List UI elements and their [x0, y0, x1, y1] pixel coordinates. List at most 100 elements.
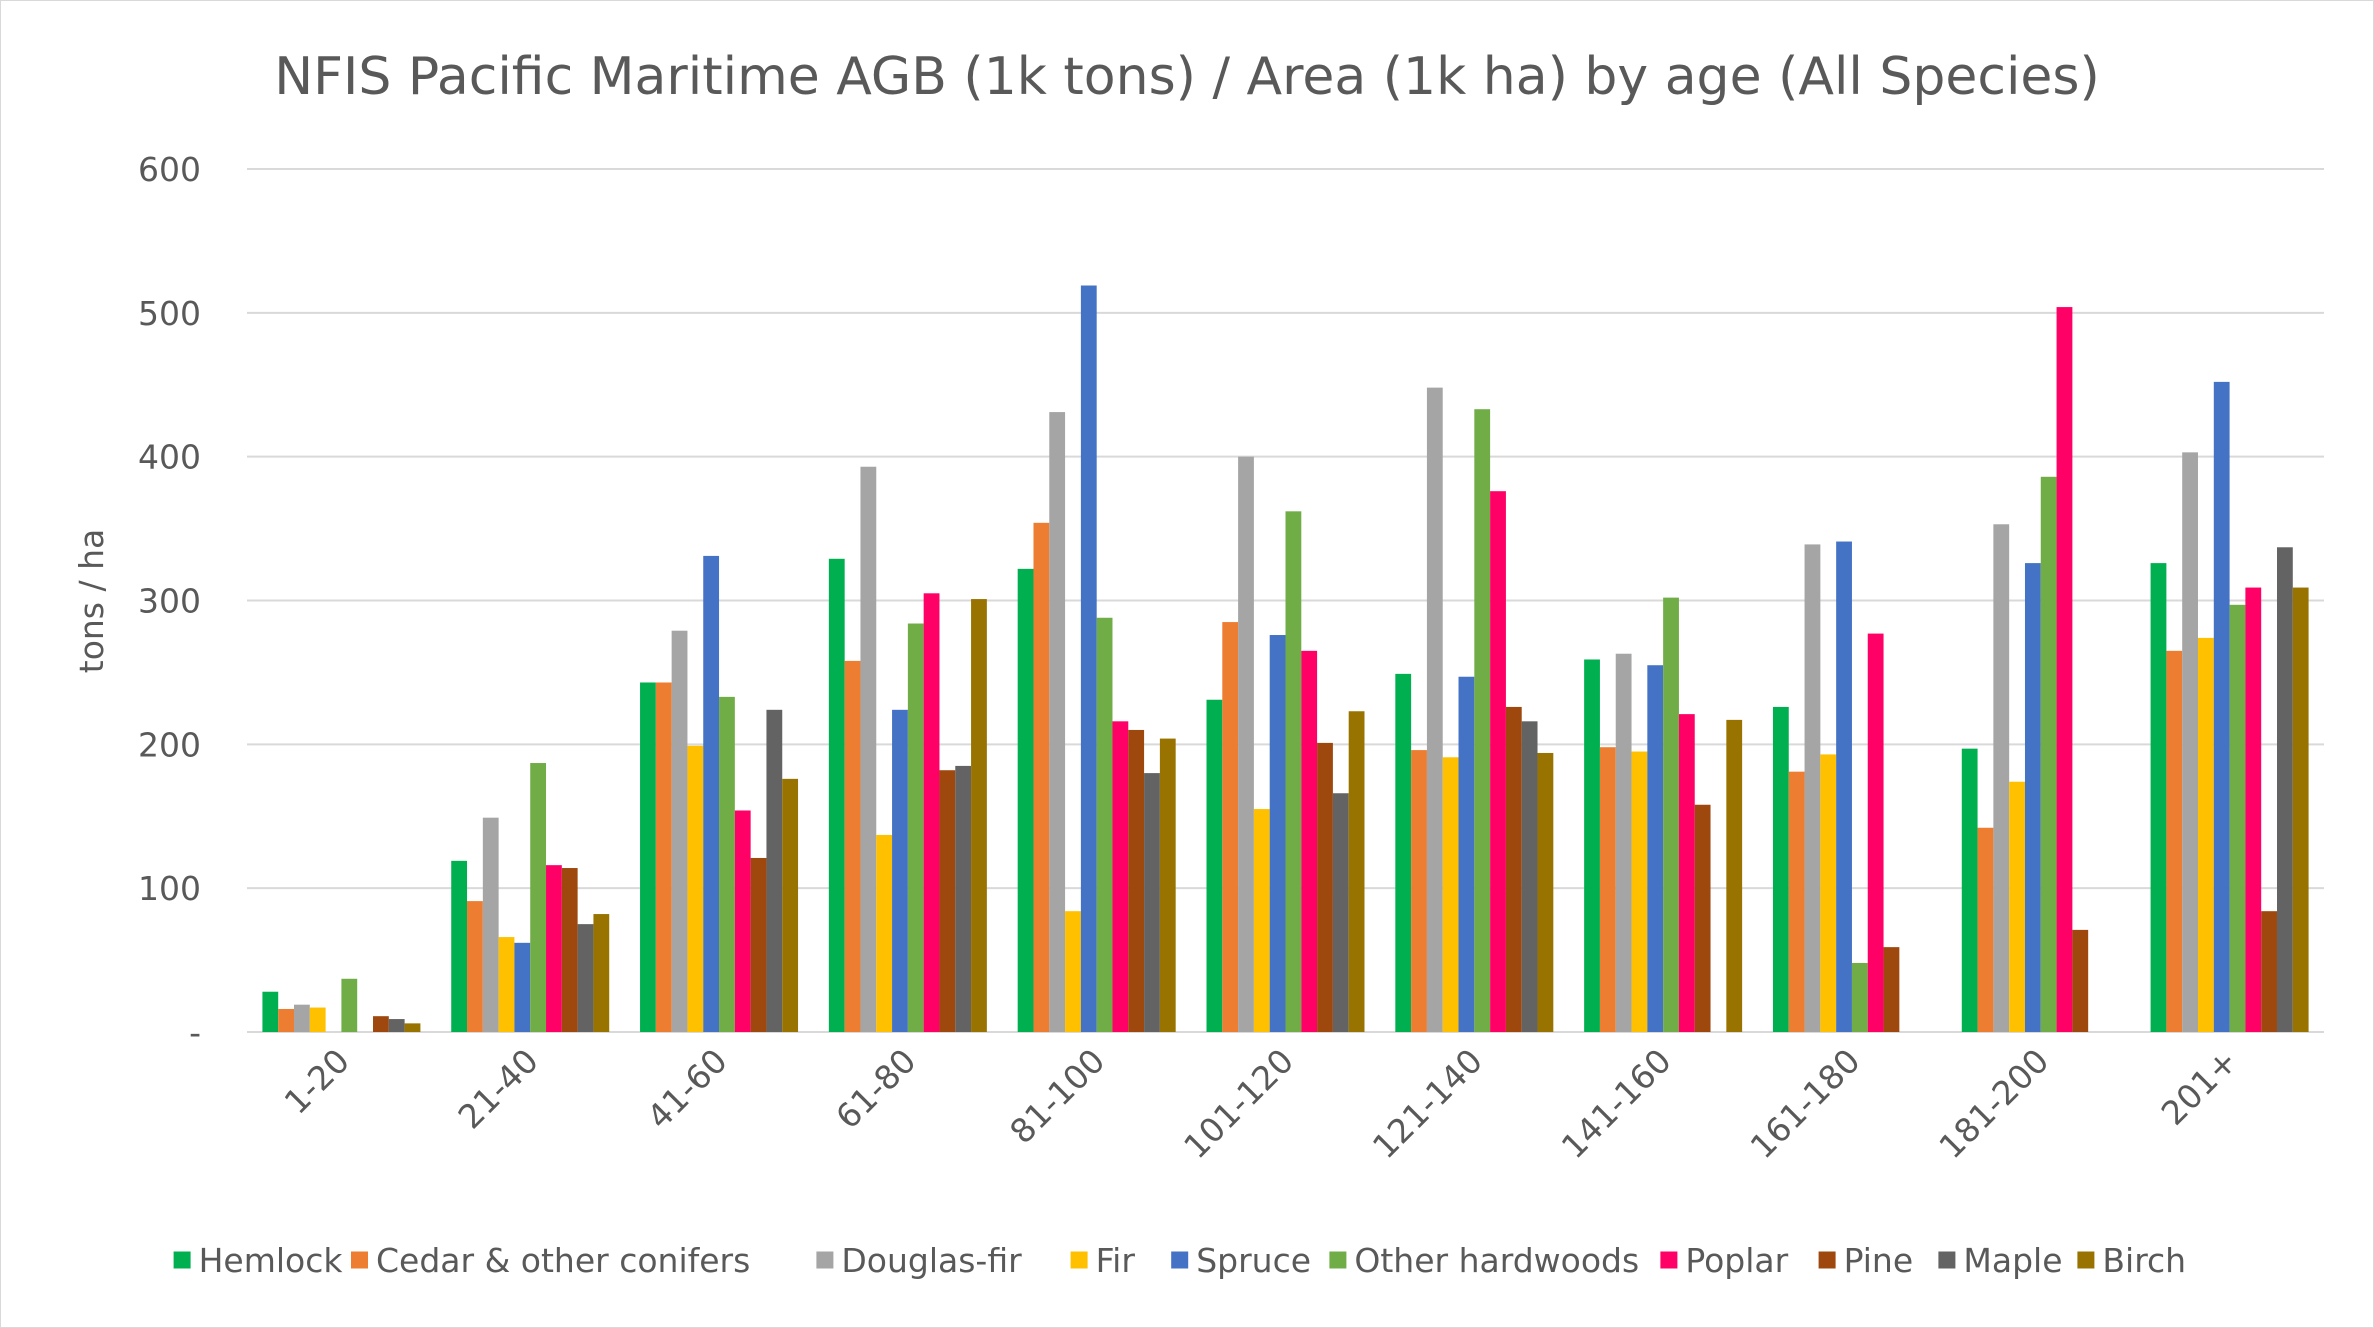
bar [498, 937, 515, 1032]
bar [1961, 748, 1978, 1032]
legend-swatch [1329, 1251, 1347, 1269]
bar [1096, 617, 1113, 1032]
bar [671, 630, 688, 1032]
chart-title: NFIS Pacific Maritime AGB (1k tons) / Ar… [274, 47, 2100, 107]
bar [482, 817, 499, 1032]
bar [278, 1008, 295, 1032]
bar [703, 555, 720, 1032]
bar [1285, 511, 1302, 1032]
bar [1442, 757, 1459, 1032]
bar [1820, 754, 1837, 1032]
bar [1851, 962, 1868, 1032]
bar [844, 660, 861, 1032]
bar [2024, 563, 2041, 1032]
x-tick-label: 81-100 [1002, 1041, 1112, 1151]
bar [907, 623, 924, 1032]
y-tick-label: 100 [138, 869, 201, 908]
bar [971, 599, 987, 1032]
x-axis-ticks: 1-20 21-40 41-60 61-80 81-100 101-120 121-140 1… [277, 1041, 2246, 1166]
bar [1238, 456, 1254, 1033]
bar [341, 978, 358, 1032]
bar [1033, 522, 1050, 1032]
bar [2276, 547, 2293, 1032]
bar [892, 709, 908, 1032]
bar [1426, 387, 1443, 1032]
bar [1317, 742, 1333, 1032]
bar [734, 810, 751, 1032]
bar [1206, 699, 1223, 1032]
bar [1348, 711, 1365, 1032]
bar [1395, 673, 1412, 1032]
bar [1788, 771, 1805, 1032]
bar [1301, 650, 1318, 1032]
y-axis-ticks: - 100 200 300 400 500 600 [138, 150, 201, 1052]
bar [1663, 597, 1679, 1032]
bar [2166, 650, 2183, 1032]
bar [719, 696, 735, 1032]
bar [828, 558, 845, 1032]
bar [373, 1016, 389, 1032]
legend-label: Poplar [1685, 1241, 1788, 1280]
legend-label: Cedar & other conifers [376, 1241, 750, 1280]
bars [262, 285, 2309, 1033]
bar [2056, 307, 2073, 1033]
bar [2040, 476, 2057, 1032]
legend-swatch [2077, 1251, 2095, 1269]
bar [1411, 750, 1427, 1032]
legend-label: Spruce [1196, 1241, 1311, 1280]
bar [1269, 635, 1286, 1032]
bar [1631, 751, 1648, 1032]
bar [1505, 706, 1522, 1032]
bar [577, 924, 594, 1032]
bar [860, 466, 877, 1032]
x-tick-label: 101-120 [1176, 1041, 1301, 1166]
bar [467, 901, 483, 1032]
bar [1049, 412, 1066, 1032]
bar [2009, 781, 2025, 1032]
legend-label: Birch [2102, 1241, 2186, 1280]
bar [1253, 809, 1270, 1032]
bar [309, 1007, 326, 1032]
legend: Hemlock Cedar & other conifers Douglas-fir… [173, 1241, 2186, 1280]
bar [2072, 929, 2089, 1032]
x-tick-label: 141-160 [1554, 1041, 1679, 1166]
bar [2292, 587, 2309, 1032]
bar [593, 914, 610, 1032]
bar [876, 834, 893, 1032]
bar [766, 709, 783, 1032]
bar [1332, 793, 1349, 1032]
bar [1867, 633, 1884, 1032]
legend-swatch [1938, 1251, 1956, 1269]
bar [530, 763, 547, 1032]
bar [1458, 676, 1475, 1032]
x-tick-label: 1-20 [277, 1041, 358, 1122]
x-tick-label: 21-40 [451, 1041, 546, 1136]
x-tick-label: 201+ [2154, 1041, 2246, 1133]
bar [750, 857, 767, 1032]
bar [939, 770, 956, 1032]
bar [262, 991, 279, 1032]
legend-swatch [816, 1251, 834, 1269]
bar [2182, 452, 2198, 1032]
bar [1772, 706, 1789, 1032]
bar [1599, 747, 1616, 1032]
bar [1080, 285, 1097, 1032]
bar [2213, 381, 2230, 1033]
legend-label: Other hardwoods [1354, 1241, 1639, 1280]
legend-swatch [1660, 1251, 1678, 1269]
bar [923, 593, 940, 1032]
x-tick-label: 161-180 [1743, 1041, 1868, 1166]
bar [451, 860, 468, 1032]
bar [514, 942, 531, 1032]
bar [561, 868, 578, 1032]
bar [1883, 947, 1900, 1032]
legend-swatch [1070, 1251, 1088, 1269]
bar [1977, 827, 1994, 1032]
y-tick-label: 200 [138, 725, 201, 764]
bar [1804, 544, 1821, 1032]
bar [1159, 738, 1176, 1032]
bar [404, 1023, 421, 1032]
legend-label: Maple [1963, 1241, 2062, 1280]
bar [1584, 659, 1600, 1032]
